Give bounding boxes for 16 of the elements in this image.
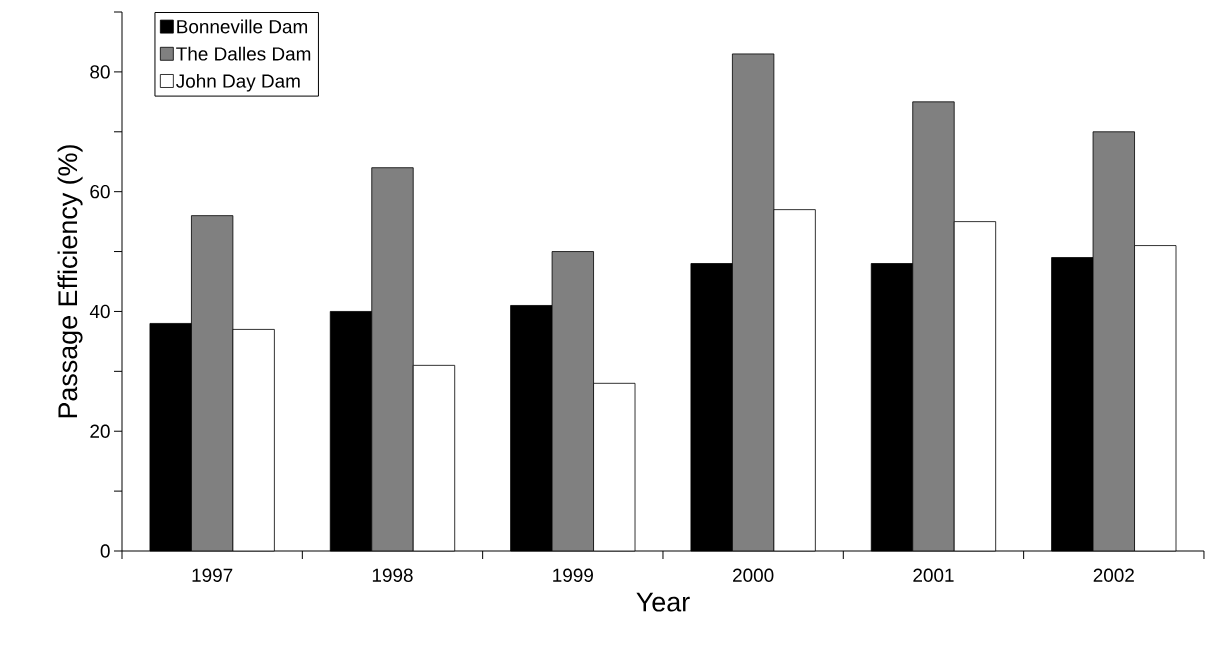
x-tick-label: 1999 xyxy=(553,568,593,582)
x-tick-label: 1998 xyxy=(372,568,413,582)
x-tick-label: 2001 xyxy=(913,568,954,582)
x-axis-title: Year xyxy=(636,592,690,612)
y-tick-label: 40 xyxy=(89,304,110,319)
legend-label: Bonneville Dam xyxy=(177,19,308,34)
legend-label: John Day Dam xyxy=(176,73,300,92)
x-tick-label: 1997 xyxy=(192,568,233,582)
y-tick-label: 60 xyxy=(90,184,110,199)
y-tick-label: 0 xyxy=(100,544,110,558)
y-tick-label: 20 xyxy=(90,424,110,438)
y-tick-label: 80 xyxy=(90,65,110,79)
x-tick-label: 2000 xyxy=(733,568,774,582)
y-axis-title: Passage Efficiency (%) xyxy=(57,145,83,418)
x-tick-label: 2002 xyxy=(1093,568,1134,582)
legend-label: The Dalles Dam xyxy=(176,46,311,61)
